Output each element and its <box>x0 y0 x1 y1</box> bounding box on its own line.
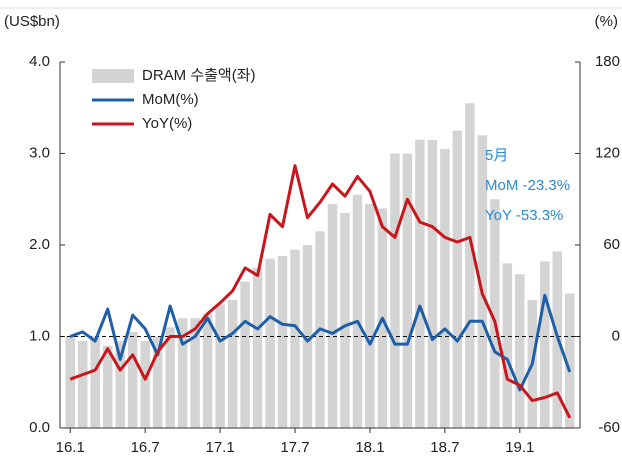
bar <box>102 345 113 428</box>
annotation: MoM -23.3% <box>485 177 570 194</box>
bar <box>502 263 513 428</box>
bar <box>215 304 225 428</box>
y2-tick-label: 0 <box>612 327 620 344</box>
bar <box>202 313 213 428</box>
x-tick-label: 18.1 <box>355 439 384 456</box>
y2-tick-label: 180 <box>595 53 620 70</box>
x-tick-label: 19.1 <box>505 439 534 456</box>
bar <box>90 336 100 428</box>
annotation: YoY -53.3% <box>485 207 563 224</box>
bar <box>440 148 450 429</box>
bar <box>352 194 363 428</box>
bar <box>140 341 150 428</box>
x-tick-label: 16.7 <box>131 439 160 456</box>
y-tick-label: 4.0 <box>29 53 50 70</box>
bar <box>565 293 575 428</box>
bar <box>115 341 125 428</box>
y-tick-label: 2.0 <box>29 236 50 253</box>
y2-tick-label: -60 <box>598 419 620 436</box>
bar <box>465 103 475 429</box>
bar <box>190 318 200 428</box>
x-tick-label: 18.7 <box>430 439 459 456</box>
bar <box>265 258 275 428</box>
bar <box>290 249 300 428</box>
bar <box>365 203 375 428</box>
y2-tick-label: 60 <box>603 236 620 253</box>
x-tick-label: 17.1 <box>205 439 234 456</box>
bar <box>490 199 500 428</box>
legend-label: DRAM 수출액(좌) <box>142 67 256 84</box>
annotation: 5月 <box>485 147 508 164</box>
bar <box>390 153 400 428</box>
bar <box>165 327 175 428</box>
bar <box>427 139 438 428</box>
bar <box>127 331 138 428</box>
bar <box>477 135 488 428</box>
bar <box>277 255 288 428</box>
bar <box>65 336 75 428</box>
y-tick-label: 0.0 <box>29 419 50 436</box>
bar <box>402 153 413 428</box>
bar <box>240 281 250 428</box>
bar <box>152 336 163 428</box>
legend-label: YoY(%) <box>142 115 192 132</box>
bar <box>540 261 550 428</box>
legend-swatch <box>92 69 134 83</box>
bar <box>515 274 525 428</box>
y-tick-label: 3.0 <box>29 144 50 161</box>
bar <box>327 203 338 428</box>
bar <box>415 139 425 428</box>
y2-tick-label: 120 <box>595 144 620 161</box>
y-tick-label: 1.0 <box>29 327 50 344</box>
bar <box>177 318 188 428</box>
x-tick-label: 17.7 <box>280 439 309 456</box>
legend-label: MoM(%) <box>142 91 199 108</box>
bar <box>252 267 263 428</box>
line-series <box>69 293 572 392</box>
y-axis-title: (US$bn) <box>4 13 60 30</box>
bar <box>340 212 350 428</box>
line-series <box>69 164 572 419</box>
y2-axis-title: (%) <box>595 13 618 30</box>
bar <box>452 130 463 428</box>
bar <box>227 299 238 428</box>
x-tick-label: 16.1 <box>56 439 85 456</box>
bar <box>77 341 88 428</box>
